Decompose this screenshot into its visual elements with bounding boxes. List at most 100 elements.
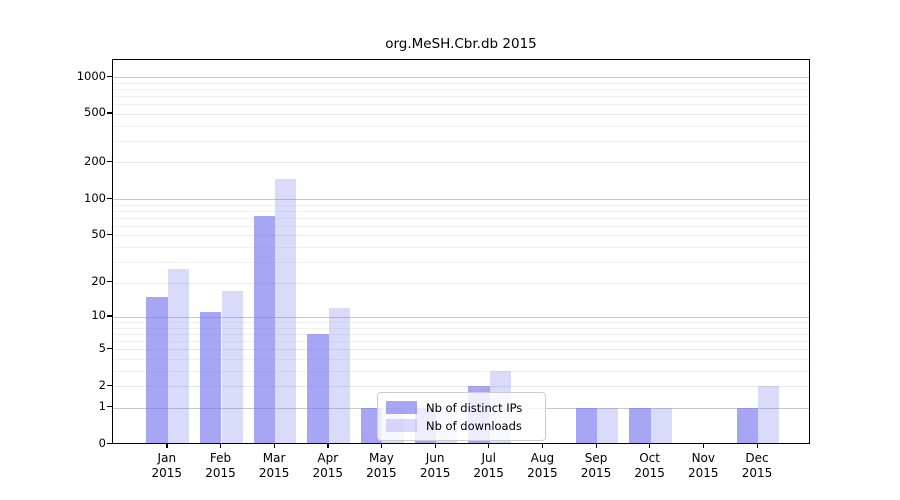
gridline-2	[113, 386, 809, 388]
bar-apr-downloads	[328, 308, 351, 444]
year-label: 2015	[151, 466, 183, 480]
x-tick-mark	[434, 444, 436, 448]
y-tick-label: 20	[91, 274, 106, 288]
month-label: May	[368, 451, 394, 465]
bar-sep-downloads	[597, 407, 619, 444]
minor-gridline	[113, 104, 809, 106]
y-tick-mark	[107, 406, 112, 408]
legend-item-distinct-ips: Nb of distinct IPs	[386, 401, 537, 415]
y-tick-mark	[107, 75, 112, 77]
month-label: Mar	[262, 451, 286, 465]
year-label: 2015	[527, 466, 558, 480]
y-tick-label: 2	[98, 377, 106, 392]
bar-jan-downloads	[167, 269, 190, 444]
bar-feb-downloads	[221, 290, 243, 444]
legend-item-downloads: Nb of downloads	[386, 419, 537, 433]
x-tick-mark	[327, 444, 329, 448]
bar-dec-distinct-ips	[736, 407, 758, 444]
x-tick-label-apr: Apr 2015	[298, 451, 358, 481]
minor-gridline	[113, 140, 809, 142]
x-tick-mark	[595, 444, 597, 448]
month-label: Feb	[209, 451, 232, 465]
gridline-20	[113, 282, 809, 284]
month-label: Nov	[691, 451, 715, 465]
y-tick-mark	[107, 384, 112, 386]
y-tick-label: 100	[84, 190, 106, 205]
minor-gridline	[113, 246, 809, 248]
y-tick-label: 50	[91, 226, 106, 241]
gridline-200	[113, 162, 809, 164]
year-label: 2015	[473, 466, 504, 480]
gridline-50	[113, 235, 809, 237]
gridline-100	[113, 199, 809, 200]
x-tick-label-nov: Nov 2015	[673, 451, 733, 481]
downloads-swatch-icon	[386, 419, 417, 432]
y-tick-mark	[107, 347, 112, 349]
bar-oct-distinct-ips	[629, 407, 651, 444]
minor-gridline	[113, 88, 809, 90]
minor-gridline	[113, 341, 809, 342]
year-label: 2015	[741, 466, 773, 480]
y-tick-label: 0	[98, 436, 106, 450]
gridline-10	[113, 316, 809, 318]
x-tick-label-jun: Jun 2015	[405, 451, 465, 481]
x-tick-mark	[541, 444, 544, 448]
x-tick-mark	[488, 444, 490, 448]
bar-feb-distinct-ips	[200, 312, 222, 444]
x-tick-mark	[702, 444, 705, 448]
x-tick-mark	[756, 444, 758, 448]
y-tick-label: 1000	[76, 68, 106, 83]
bar-mar-downloads	[275, 179, 297, 444]
month-label: Sep	[584, 451, 608, 465]
gridline-500	[113, 113, 809, 115]
y-tick-label: 1	[98, 399, 106, 414]
y-tick-mark	[107, 197, 112, 199]
x-tick-mark	[380, 444, 383, 448]
y-tick-label: 10	[91, 308, 106, 323]
year-label: 2015	[205, 466, 236, 480]
bar-jan-distinct-ips	[146, 297, 168, 444]
legend-label: Nb of distinct IPs	[426, 400, 523, 415]
minor-gridline	[113, 261, 809, 263]
month-label: Oct	[639, 451, 660, 465]
year-label: 2015	[366, 466, 397, 480]
x-tick-label-dec: Dec 2015	[727, 451, 787, 481]
y-tick-label: 200	[84, 153, 106, 168]
minor-gridline	[113, 322, 809, 323]
bar-oct-downloads	[650, 407, 672, 444]
month-label: Dec	[745, 451, 769, 465]
gridline-1000	[113, 77, 809, 78]
year-label: 2015	[580, 466, 612, 480]
bar-mar-distinct-ips	[253, 216, 276, 444]
y-tick-mark	[107, 160, 112, 163]
y-tick-mark	[107, 281, 112, 283]
legend-label: Nb of downloads	[426, 418, 522, 433]
y-tick-label: 500	[84, 105, 106, 120]
minor-gridline	[113, 210, 809, 212]
bar-dec-downloads	[758, 386, 780, 444]
x-tick-label-jul: Jul 2015	[459, 451, 519, 481]
minor-gridline	[113, 95, 809, 97]
month-label: Apr	[317, 451, 339, 465]
legend: Nb of distinct IPs Nb of downloads	[377, 392, 546, 441]
x-tick-mark	[273, 444, 275, 448]
minor-gridline	[113, 225, 809, 227]
x-tick-label-sep: Sep 2015	[566, 451, 626, 481]
minor-gridline	[113, 204, 809, 206]
bar-apr-distinct-ips	[307, 333, 329, 444]
bar-sep-distinct-ips	[575, 407, 597, 444]
y-tick-label: 5	[98, 340, 106, 355]
month-label: Aug	[530, 451, 555, 465]
x-tick-label-may: May 2015	[351, 451, 411, 481]
plot-area	[112, 59, 810, 444]
y-tick-mark	[107, 443, 112, 445]
y-tick-mark	[107, 315, 112, 317]
y-tick-mark	[107, 233, 112, 236]
x-tick-label-jan: Jan 2015	[137, 451, 197, 481]
month-label: Jan	[157, 451, 177, 465]
chart-title: org.MeSH.Cbr.db 2015	[385, 36, 537, 52]
year-label: 2015	[688, 466, 719, 480]
year-label: 2015	[634, 466, 665, 480]
x-tick-label-feb: Feb 2015	[191, 451, 251, 481]
minor-gridline	[113, 82, 809, 84]
